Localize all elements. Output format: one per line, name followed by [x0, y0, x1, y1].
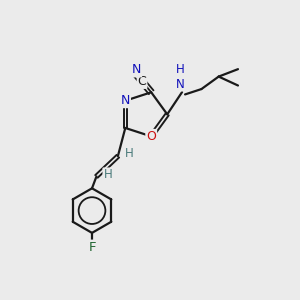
Text: N: N: [132, 64, 141, 76]
Text: O: O: [146, 130, 156, 143]
Text: H: H: [103, 168, 112, 182]
Text: H
N: H N: [176, 63, 185, 91]
Text: H: H: [125, 147, 134, 160]
Text: F: F: [88, 241, 96, 254]
Text: N: N: [121, 94, 130, 107]
Text: C: C: [138, 75, 146, 88]
